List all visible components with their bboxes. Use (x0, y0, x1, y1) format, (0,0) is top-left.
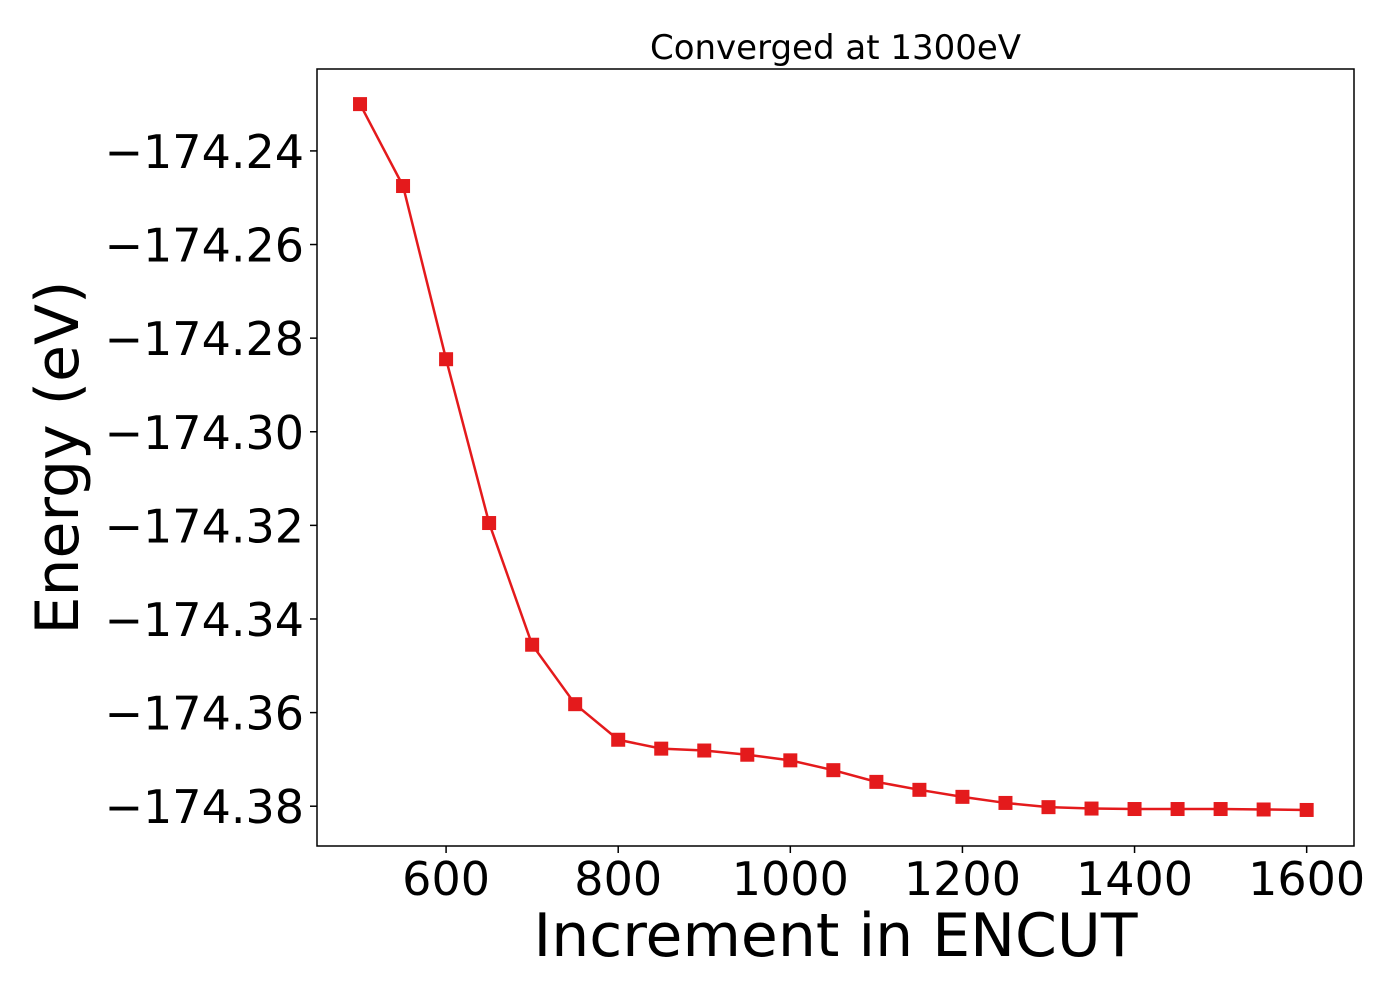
y-tick-label: −174.30 (105, 406, 305, 460)
y-tick-label: −174.38 (105, 780, 305, 834)
y-tick-label: −174.24 (105, 125, 305, 179)
data-point-marker (1041, 800, 1056, 815)
x-tick-label: 800 (574, 852, 662, 906)
y-tick-label: −174.26 (105, 219, 305, 273)
x-axis-label: Increment in ENCUT (534, 901, 1138, 971)
data-point-marker (439, 352, 454, 367)
y-tick-label: −174.28 (105, 312, 305, 366)
x-tick-label: 1000 (732, 852, 849, 906)
data-point-marker (1213, 802, 1228, 817)
series-layer (353, 97, 1314, 817)
data-point-marker (568, 697, 583, 712)
y-tick-label: −174.36 (105, 687, 305, 741)
data-point-marker (998, 795, 1013, 810)
data-point-marker (955, 789, 970, 804)
x-tick-label: 1600 (1248, 852, 1365, 906)
data-point-marker (826, 763, 841, 778)
data-point-marker (396, 179, 411, 194)
y-tick-label: −174.32 (105, 499, 305, 553)
plot-area-frame (316, 68, 1355, 847)
x-axis-ticks: 600 800 1000 1200 1400 1600 (402, 846, 1365, 906)
y-axis-ticks: −174.24 −174.26 −174.28 −174.30 −174.32 −174.… (105, 125, 317, 834)
data-point-marker (611, 732, 626, 747)
chart-title: Converged at 1300eV (650, 28, 1021, 68)
data-point-marker (783, 753, 798, 768)
series-line (358, 103, 1307, 812)
data-point-marker (1256, 802, 1271, 817)
data-point-marker (1127, 802, 1142, 817)
data-point-marker (654, 741, 669, 756)
data-point-marker (525, 637, 540, 652)
data-point-marker (869, 774, 884, 789)
x-tick-label: 600 (402, 852, 490, 906)
data-point-marker (697, 743, 712, 758)
data-point-marker (482, 516, 497, 531)
data-point-marker (1299, 802, 1314, 817)
data-point-marker (353, 97, 368, 112)
y-tick-label: −174.34 (105, 593, 305, 647)
data-point-marker (740, 747, 755, 762)
x-tick-label: 1200 (904, 852, 1021, 906)
data-point-marker (912, 782, 927, 797)
x-tick-label: 1400 (1076, 852, 1193, 906)
data-point-marker (1084, 801, 1099, 816)
data-point-marker (1170, 802, 1185, 817)
y-axis-label: Energy (eV) (23, 281, 93, 635)
